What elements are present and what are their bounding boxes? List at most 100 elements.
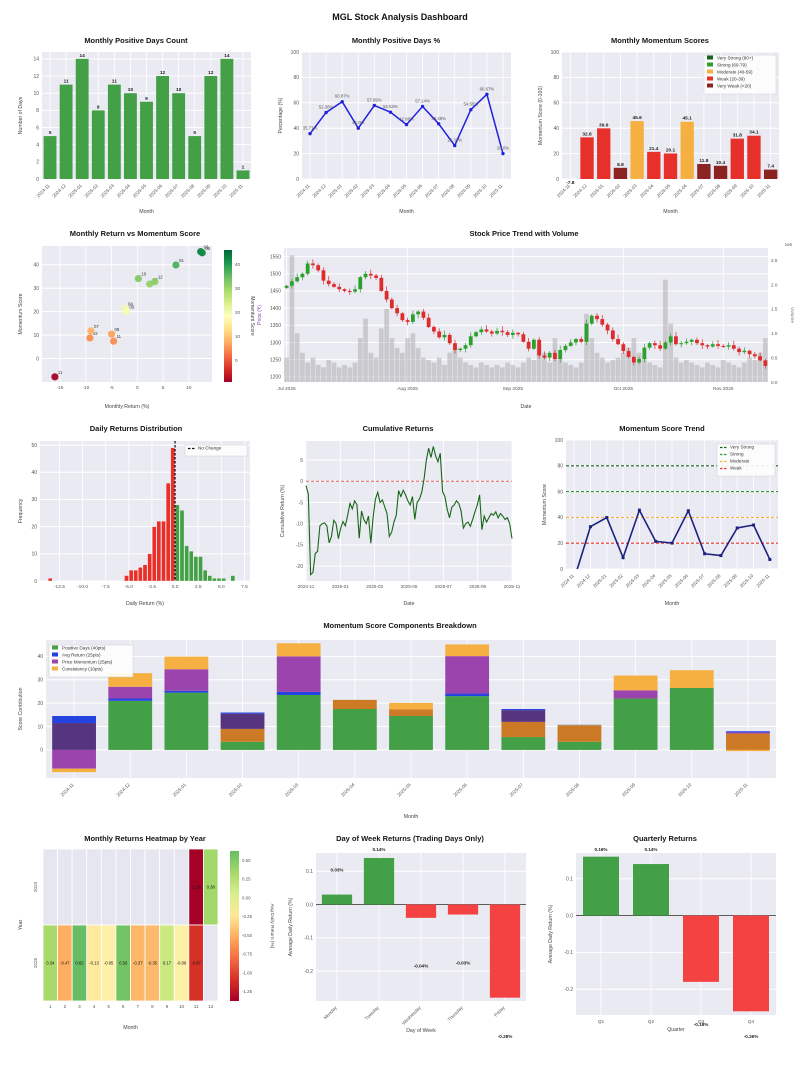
svg-text:Date: Date (521, 404, 532, 410)
svg-text:2025: 2025 (33, 957, 38, 968)
svg-text:2024-12: 2024-12 (311, 183, 327, 199)
svg-text:2025-05: 2025-05 (657, 573, 673, 589)
svg-text:Average Daily Return (%): Average Daily Return (%) (548, 904, 554, 963)
svg-text:3: 3 (78, 1004, 81, 1009)
svg-text:57.89%: 57.89% (367, 97, 382, 102)
svg-text:7.4: 7.4 (767, 164, 774, 170)
chart-title: Momentum Score Components Breakdown (323, 621, 477, 630)
svg-text:20: 20 (37, 701, 43, 707)
svg-text:11: 11 (194, 1004, 199, 1009)
chart-momentum-trend: Momentum Score Trend 0 20 40 60 80 100 2024-11… (540, 424, 784, 607)
chart-title: Monthly Positive Days Count (84, 36, 188, 45)
svg-text:2025-07: 2025-07 (164, 183, 180, 199)
svg-text:Q2: Q2 (648, 1019, 655, 1025)
svg-text:2025-08: 2025-08 (706, 183, 722, 199)
svg-text:-10: -10 (82, 385, 89, 391)
svg-text:35.71%: 35.71% (303, 126, 318, 131)
svg-text:2025-05: 2025-05 (656, 183, 672, 199)
svg-text:Volume: Volume (789, 307, 795, 323)
page-title: MGL Stock Analysis Dashboard (332, 12, 468, 22)
row-1: Monthly Positive Days Count 0 2 4 6 8 10 12 14 5… (0, 36, 800, 215)
svg-text:2025-11: 2025-11 (756, 183, 772, 199)
cumulative-returns-plot: -20 -15 -10 -5 0 5 2024-11 2025-01 2025-03 2025-0… (280, 441, 521, 607)
svg-text:9: 9 (145, 96, 148, 102)
svg-text:0: 0 (40, 748, 43, 754)
svg-text:0.14%: 0.14% (644, 847, 657, 852)
svg-text:80: 80 (557, 464, 563, 470)
svg-text:2024-11: 2024-11 (298, 584, 315, 589)
svg-text:Thursday: Thursday (447, 1005, 465, 1023)
svg-text:12: 12 (33, 74, 39, 80)
svg-text:-15: -15 (57, 385, 64, 391)
svg-text:2025-06: 2025-06 (148, 183, 164, 199)
svg-text:2025-02: 2025-02 (84, 183, 100, 199)
svg-text:0.38: 0.38 (207, 885, 216, 890)
svg-text:0.00: 0.00 (242, 895, 251, 900)
svg-text:100: 100 (551, 50, 560, 56)
svg-text:1e6: 1e6 (785, 242, 793, 247)
svg-text:0.25: 0.25 (242, 877, 251, 882)
svg-text:4: 4 (36, 142, 39, 148)
svg-text:Average Daily Return (%): Average Daily Return (%) (288, 897, 294, 956)
svg-text:-0.37: -0.37 (133, 961, 143, 966)
chart-return-vs-momentum: Monthly Return vs Momentum Score 0 10 20 30… (16, 229, 255, 410)
svg-text:10: 10 (186, 385, 192, 391)
svg-text:100: 100 (555, 438, 564, 444)
svg-text:0: 0 (235, 358, 238, 363)
svg-text:Month: Month (123, 1025, 138, 1031)
svg-text:6: 6 (36, 125, 39, 131)
svg-text:40: 40 (293, 126, 299, 132)
svg-text:Price Momentum (25pts): Price Momentum (25pts) (62, 660, 113, 665)
svg-text:2025-09: 2025-09 (196, 183, 212, 199)
svg-text:0.0: 0.0 (771, 380, 778, 385)
svg-text:Q4: Q4 (748, 1019, 755, 1025)
svg-text:1.5: 1.5 (771, 307, 778, 312)
svg-text:Year: Year (18, 919, 24, 930)
svg-text:1550: 1550 (270, 254, 281, 260)
svg-text:57.14%: 57.14% (415, 98, 430, 103)
row-4: Momentum Score Components Breakdown 0 10 2… (0, 621, 800, 820)
svg-text:2025-03: 2025-03 (622, 183, 638, 199)
chart-monthly-positive-days-count: Monthly Positive Days Count 0 2 4 6 8 10 12 14 5… (16, 36, 256, 215)
svg-text:2025-04: 2025-04 (639, 183, 655, 199)
svg-text:2025-09: 2025-09 (621, 782, 637, 798)
chart-title: Monthly Positive Days % (351, 36, 441, 45)
svg-text:2024-11: 2024-11 (560, 573, 576, 589)
svg-text:Momentum Score (0-100): Momentum Score (0-100) (538, 86, 544, 145)
day-of-week-returns-plot: 0.1 0.0 -0.1 -0.2 0.03% 0.14% -0.04% -0.03% -0.2… (288, 847, 526, 1039)
svg-text:Sep 2025: Sep 2025 (503, 386, 524, 392)
row-5: Monthly Returns Heatmap by Year -1.25 0.3… (0, 834, 800, 1041)
svg-text:Momentum Score: Momentum Score (542, 484, 548, 525)
svg-text:2025-07: 2025-07 (509, 782, 525, 798)
svg-text:2025-11: 2025-11 (755, 573, 771, 589)
svg-text:Number of Days: Number of Days (18, 96, 24, 134)
svg-text:14: 14 (33, 57, 39, 63)
svg-text:8: 8 (97, 104, 100, 110)
svg-text:Frequency: Frequency (18, 498, 24, 523)
svg-text:5: 5 (107, 1004, 110, 1009)
svg-text:5.0: 5.0 (218, 584, 225, 590)
svg-text:Very Strong (80+): Very Strong (80+) (717, 56, 754, 61)
svg-text:1250: 1250 (270, 357, 281, 363)
chart-monthly-momentum-scores: Monthly Momentum Scores 0 20 40 60 80 100 -7.8… (536, 36, 784, 215)
svg-text:5: 5 (193, 130, 196, 136)
chart-title: Monthly Return vs Momentum Score (69, 229, 201, 238)
svg-text:30: 30 (37, 678, 43, 684)
svg-text:-0.06: -0.06 (177, 961, 187, 966)
svg-text:Q3: Q3 (698, 1019, 705, 1025)
svg-text:Jul 2025: Jul 2025 (278, 386, 296, 392)
svg-text:-5: -5 (299, 500, 304, 506)
svg-text:2.5: 2.5 (195, 584, 202, 590)
svg-text:-7.8: -7.8 (566, 180, 575, 186)
svg-text:2.0: 2.0 (771, 282, 778, 287)
svg-text:Monthly Return (%): Monthly Return (%) (105, 404, 150, 410)
svg-text:-12.5: -12.5 (54, 584, 65, 590)
svg-text:10: 10 (141, 272, 146, 277)
svg-text:-15: -15 (296, 543, 303, 549)
svg-text:10.4: 10.4 (716, 160, 726, 166)
svg-text:Quarter: Quarter (667, 1027, 685, 1033)
svg-text:26.32%: 26.32% (447, 138, 462, 143)
svg-text:8: 8 (36, 108, 39, 114)
svg-text:0.14%: 0.14% (372, 847, 385, 852)
svg-text:43.48%: 43.48% (431, 116, 446, 121)
